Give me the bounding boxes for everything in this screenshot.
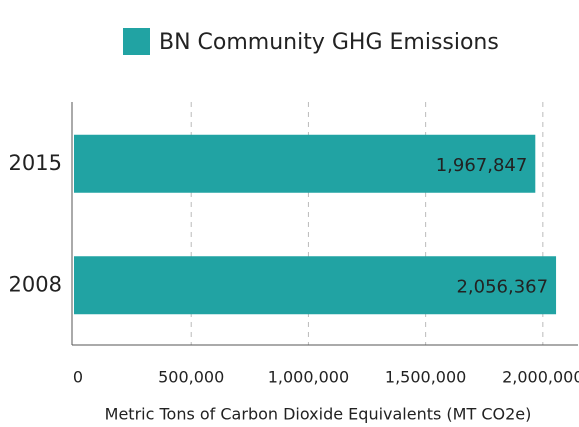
bar [74, 256, 557, 315]
x-tick-label: 2,000,000 [502, 368, 579, 387]
legend-label: BN Community GHG Emissions [159, 30, 499, 55]
value-label: 2,056,367 [456, 276, 548, 297]
x-tick-label: 0 [73, 368, 83, 387]
bar [74, 134, 536, 193]
y-tick-label: 2008 [9, 272, 62, 296]
value-label: 1,967,847 [436, 155, 528, 176]
legend-swatch [123, 28, 150, 55]
x-axis-title: Metric Tons of Carbon Dioxide Equivalent… [105, 405, 532, 424]
x-tick-label: 1,000,000 [268, 368, 349, 387]
x-tick-label: 1,500,000 [385, 368, 466, 387]
x-tick-label: 500,000 [158, 368, 224, 387]
y-tick-label: 2015 [9, 151, 62, 175]
